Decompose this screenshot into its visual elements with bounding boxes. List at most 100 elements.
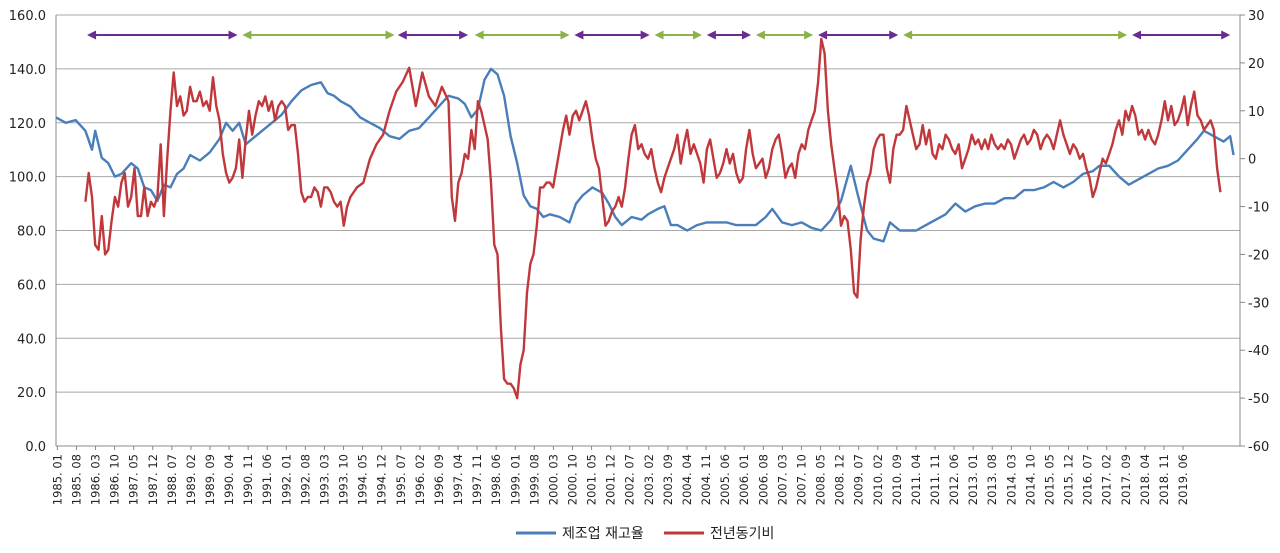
- x-tick-label: 1998. 06: [489, 454, 503, 505]
- x-tick-label: 1990. 04: [222, 454, 236, 505]
- x-tick-label: 2011. 04: [909, 454, 923, 505]
- x-tick-label: 2011. 11: [928, 454, 942, 505]
- right-tick-label: -40: [1248, 344, 1269, 359]
- phase-arrows: [87, 30, 1231, 40]
- x-tick-label: 2018. 04: [1138, 454, 1152, 505]
- x-tick-label: 2005. 06: [718, 454, 732, 505]
- left-axis: 0.0 20.0 40.0 60.0 80.0 100.0 120.0 140.0 160.0: [9, 9, 57, 455]
- x-tick-label: 2001. 12: [604, 454, 618, 505]
- x-tick-label: 2006. 08: [756, 454, 770, 505]
- phase-arrow: [903, 30, 1128, 40]
- phase-arrow: [1132, 30, 1231, 40]
- x-tick-label: 2018. 11: [1157, 454, 1171, 505]
- right-tick-label: -10: [1248, 201, 1269, 216]
- x-tick-label: 2010. 02: [871, 454, 885, 505]
- x-tick-label: 1995. 07: [394, 454, 408, 505]
- x-tick-label: 2004. 11: [699, 454, 713, 505]
- phase-arrow: [755, 30, 814, 40]
- right-tick-label: 30: [1248, 9, 1265, 24]
- x-tick-label: 1989. 09: [203, 454, 217, 505]
- x-tick-label: 2007. 03: [775, 454, 789, 505]
- x-tick-label: 2002. 07: [623, 454, 637, 505]
- x-tick-label: 1985. 01: [50, 454, 64, 505]
- x-tick-label: 2000. 03: [546, 454, 560, 505]
- x-tick-label: 1993. 03: [317, 454, 331, 505]
- x-tick-label: 2009. 07: [852, 454, 866, 505]
- series-line-manufacturing-inventory: [55, 67, 1235, 243]
- phase-arrow: [87, 30, 238, 40]
- x-tick-label: 2012. 06: [947, 454, 961, 505]
- x-tick-label: 1987. 05: [127, 454, 141, 505]
- x-tick-label: 2000. 10: [566, 454, 580, 505]
- left-tick-label: 140.0: [9, 63, 46, 78]
- x-tick-label: 2001. 05: [585, 454, 599, 505]
- x-tick-label: 2016. 07: [1081, 454, 1095, 505]
- phase-arrow: [818, 30, 899, 40]
- phase-arrow: [474, 30, 570, 40]
- series-line-yoy: [84, 37, 1222, 400]
- legend-label-manufacturing-inventory: 제조업 재고율: [562, 526, 644, 542]
- right-tick-label: -30: [1248, 296, 1269, 311]
- left-tick-label: 100.0: [9, 171, 46, 186]
- x-tick-label: 1990. 11: [241, 454, 255, 505]
- x-tick-label: 1988. 07: [165, 454, 179, 505]
- x-tick-label: 2015. 12: [1062, 454, 1076, 505]
- x-tick-label: 2015. 05: [1042, 454, 1056, 505]
- x-tick-label: 1989. 02: [184, 454, 198, 505]
- x-tick-label: 1985. 08: [69, 454, 83, 505]
- left-tick-label: 160.0: [9, 9, 46, 24]
- right-axis: -60 -50 -40 -30 -20 -10 0 10 20 30: [1239, 9, 1269, 455]
- x-tick-label: 2008. 05: [814, 454, 828, 505]
- x-tick-label: 2017. 09: [1119, 454, 1133, 505]
- x-tick-label: 1992. 08: [298, 454, 312, 505]
- x-tick-label: 1997. 04: [451, 454, 465, 505]
- right-tick-label: -50: [1248, 392, 1269, 407]
- right-tick-label: 10: [1248, 105, 1265, 120]
- x-tick-label: 2010. 09: [890, 454, 904, 505]
- left-tick-label: 20.0: [17, 386, 46, 401]
- x-tick-label: 1997. 11: [470, 454, 484, 505]
- x-tick-label: 2008. 12: [833, 454, 847, 505]
- phase-arrow: [574, 30, 650, 40]
- right-tick-label: 0: [1248, 153, 1256, 168]
- x-tick-label: 1996. 09: [432, 454, 446, 505]
- x-tick-label: 2007. 10: [794, 454, 808, 505]
- x-tick-label: 1991. 06: [260, 454, 274, 505]
- x-tick-label: 1987. 12: [146, 454, 160, 505]
- legend-label-yoy: 전년동기비: [710, 526, 774, 542]
- right-tick-label: -60: [1248, 440, 1269, 455]
- x-tick-label: 1994. 12: [375, 454, 389, 505]
- left-tick-label: 120.0: [9, 117, 46, 132]
- x-tick-label: 2003. 02: [642, 454, 656, 505]
- x-tick-label: 2014. 03: [1004, 454, 1018, 505]
- x-tick-label: 1993. 10: [337, 454, 351, 505]
- left-tick-label: 0.0: [25, 440, 46, 455]
- x-tick-label: 2013. 01: [966, 454, 980, 505]
- x-tick-label: 1999. 01: [508, 454, 522, 505]
- x-tick-label: 2006. 01: [737, 454, 751, 505]
- x-tick-label: 1996. 02: [413, 454, 427, 505]
- x-axis: 1985. 01 1985. 08 1986. 03 1986. 10 1987. 05…: [50, 445, 1240, 505]
- x-tick-label: 1986. 03: [89, 454, 103, 505]
- x-tick-label: 2014. 10: [1023, 454, 1037, 505]
- left-tick-label: 60.0: [17, 278, 46, 293]
- x-tick-label: 2019. 06: [1176, 454, 1190, 505]
- x-tick-label: 1992. 01: [279, 454, 293, 505]
- phase-arrow: [654, 30, 702, 40]
- x-tick-label: 2004. 04: [680, 454, 694, 505]
- phase-arrow: [397, 30, 469, 40]
- series-group: [55, 37, 1235, 400]
- x-tick-label: 1999. 08: [527, 454, 541, 505]
- right-tick-label: 20: [1248, 57, 1265, 72]
- x-tick-label: 2003. 09: [661, 454, 675, 505]
- x-tick-label: 2017. 02: [1100, 454, 1114, 505]
- left-tick-label: 40.0: [17, 332, 46, 347]
- x-tick-label: 2013. 08: [985, 454, 999, 505]
- left-tick-label: 80.0: [17, 225, 46, 240]
- x-tick-label: 1994. 05: [356, 454, 370, 505]
- right-tick-label: -20: [1248, 248, 1269, 263]
- phase-arrow: [706, 30, 752, 40]
- phase-arrow: [242, 30, 395, 40]
